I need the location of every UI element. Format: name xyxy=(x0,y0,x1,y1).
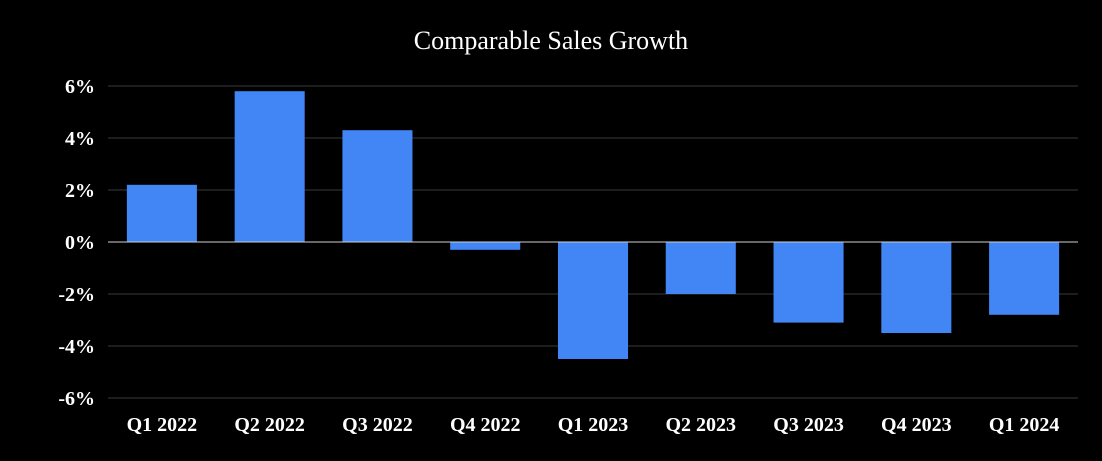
x-tick-label: Q3 2022 xyxy=(342,414,413,436)
bar xyxy=(665,242,736,294)
x-tick-label: Q1 2023 xyxy=(558,414,629,436)
y-axis-ticks: 6% 4% 2% 0% -2% -4% -6% xyxy=(58,76,95,410)
bar xyxy=(126,184,197,242)
x-axis-ticks: Q1 2022 Q2 2022 Q3 2022 Q4 2022 Q1 2023 Q2 20… xyxy=(127,414,1060,436)
y-tick-label: 0% xyxy=(65,232,95,254)
x-tick-label: Q1 2024 xyxy=(989,414,1060,436)
x-tick-label: Q3 2023 xyxy=(773,414,844,436)
x-tick-label: Q4 2022 xyxy=(450,414,521,436)
chart-title: Comparable Sales Growth xyxy=(414,26,688,55)
y-tick-label: -4% xyxy=(58,336,95,358)
bar xyxy=(342,130,413,242)
x-tick-label: Q4 2023 xyxy=(881,414,952,436)
y-tick-label: -6% xyxy=(58,388,95,410)
y-tick-label: 2% xyxy=(65,180,95,202)
bar xyxy=(450,242,521,250)
bar xyxy=(557,242,629,359)
y-tick-label: -2% xyxy=(58,284,95,306)
x-tick-label: Q2 2022 xyxy=(234,414,305,436)
bar xyxy=(234,91,305,242)
bar xyxy=(989,242,1060,315)
y-tick-label: 6% xyxy=(65,76,95,98)
x-tick-label: Q1 2022 xyxy=(127,414,198,436)
bars xyxy=(126,91,1060,359)
bar xyxy=(773,242,844,323)
y-tick-label: 4% xyxy=(65,128,95,150)
x-tick-label: Q2 2023 xyxy=(665,414,736,436)
bar xyxy=(881,242,952,333)
